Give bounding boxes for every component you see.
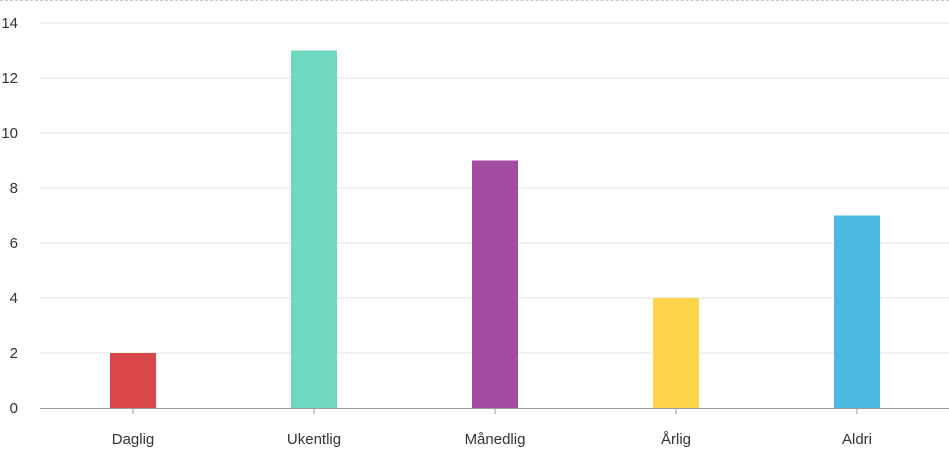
x-tick-label: Månedlig: [465, 431, 526, 448]
bar-daglig[interactable]: [110, 353, 156, 408]
y-tick-label: 2: [10, 345, 18, 362]
x-tick-label: Daglig: [112, 431, 155, 448]
x-axis-labels: Daglig Ukentlig Månedlig Årlig Aldri: [112, 431, 872, 448]
x-tick-label: Årlig: [661, 431, 691, 448]
x-tick-label: Ukentlig: [287, 431, 341, 448]
bars: [110, 50, 880, 409]
bar-årlig[interactable]: [653, 298, 699, 408]
x-tick-label: Aldri: [842, 431, 872, 448]
y-tick-label: 0: [10, 400, 18, 417]
y-tick-label: 12: [1, 70, 18, 87]
y-tick-label: 4: [10, 290, 18, 307]
y-tick-label: 8: [10, 180, 18, 197]
bar-månedlig[interactable]: [472, 160, 518, 409]
bar-ukentlig[interactable]: [291, 50, 337, 409]
y-tick-label: 6: [10, 235, 18, 252]
y-tick-label: 10: [1, 125, 18, 142]
x-axis: [40, 408, 949, 414]
y-tick-label: 14: [1, 15, 18, 32]
y-axis-ticks: 0 2 4 6 8 10 12 14: [1, 15, 18, 417]
bar-aldri[interactable]: [834, 215, 880, 409]
